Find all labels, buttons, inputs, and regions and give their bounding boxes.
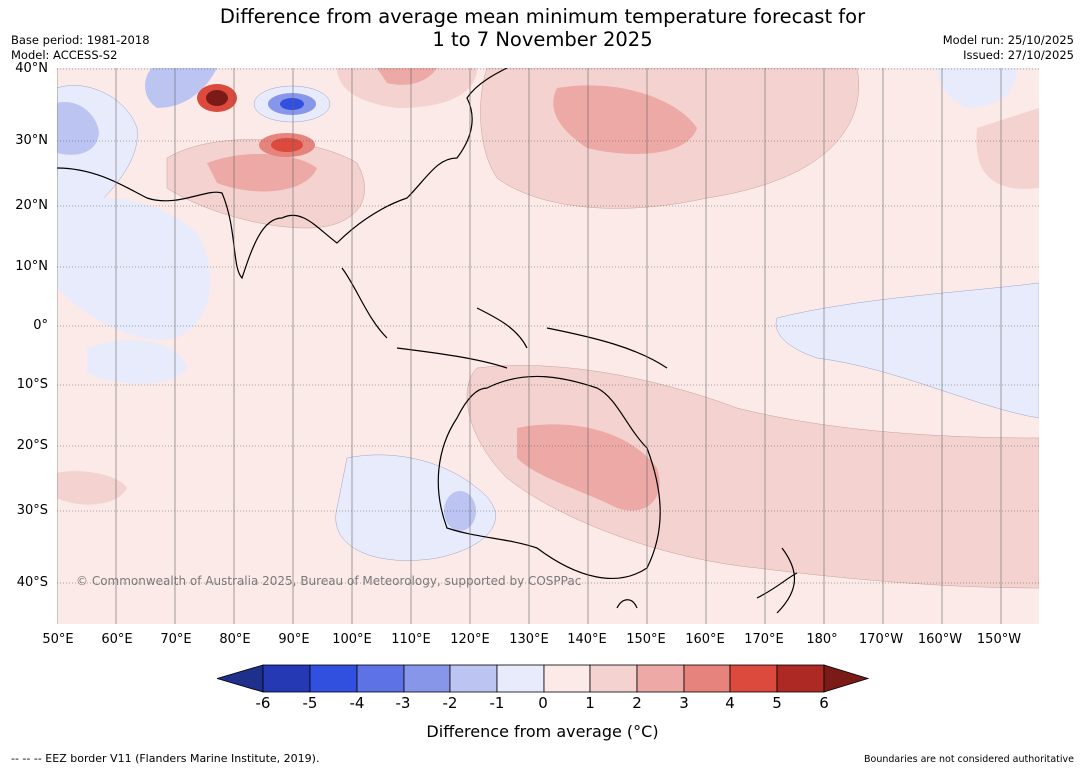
lon-label: 130°E — [509, 632, 549, 647]
colorbar-tick: -4 — [349, 694, 365, 712]
colorbar-tick: 0 — [538, 694, 548, 712]
model-run: Model run: 25/10/2025 — [942, 33, 1074, 47]
colorbar-swatch — [729, 664, 778, 693]
colorbar-tick: 6 — [819, 694, 829, 712]
colorbar-swatch — [589, 664, 638, 693]
colorbar-swatch — [496, 664, 545, 693]
coastline-maritime-sea — [341, 267, 528, 369]
lon-label: 170°W — [858, 632, 904, 647]
lat-label: 20°S — [16, 438, 48, 453]
lon-label: 110°E — [391, 632, 431, 647]
anomaly-fields — [57, 68, 1039, 589]
cool-anomaly-core — [57, 102, 99, 155]
colorbar-tick: 3 — [679, 694, 689, 712]
colorbar-tick: -5 — [302, 694, 318, 712]
coastlines — [57, 68, 798, 614]
colorbar-swatch — [356, 664, 405, 693]
boundaries-disclaimer: Boundaries are not considered authoritat… — [864, 754, 1074, 765]
warm-anomaly-australia-pacific — [466, 365, 1039, 589]
coastline-australia — [437, 375, 661, 579]
colorbar-tick: 5 — [772, 694, 782, 712]
lon-label: 150°W — [976, 632, 1022, 647]
lon-label: 80°E — [219, 632, 251, 647]
warm-anomaly-nw-pacific-mid — [553, 85, 697, 154]
lon-label: 160°W — [917, 632, 963, 647]
colorbar-swatch — [449, 664, 498, 693]
lat-label: 40°S — [16, 575, 48, 590]
lat-label: 10°N — [15, 259, 48, 274]
lat-label: 10°S — [16, 377, 48, 392]
colorbar-tick: -1 — [489, 694, 505, 712]
model-name: Model: ACCESS-S2 — [11, 48, 118, 62]
lat-label: 30°N — [15, 133, 48, 148]
copyright-notice: © Commonwealth of Australia 2025, Bureau… — [76, 574, 582, 588]
lon-label: 170°E — [744, 632, 784, 647]
lon-label: 100°E — [332, 632, 372, 647]
lat-label: 0° — [33, 318, 48, 333]
warm-anomaly-india-mid — [207, 153, 317, 192]
colorbar-tick: 4 — [725, 694, 735, 712]
colorbar-swatch — [543, 664, 591, 693]
coastline-asia — [57, 68, 508, 280]
coastline-new-guinea — [546, 327, 668, 369]
lon-label: 120°E — [450, 632, 490, 647]
lon-label: 140°E — [567, 632, 607, 647]
colorbar-swatch — [309, 664, 358, 693]
warm-anomaly-north-china-core — [377, 68, 437, 85]
cool-anomaly-tibet-core — [280, 98, 304, 110]
base-period: Base period: 1981-2018 — [11, 33, 150, 47]
lon-label: 180° — [806, 632, 838, 647]
cool-anomaly-indian-ocean — [87, 339, 187, 384]
warm-anomaly-kashmir-core — [206, 90, 228, 106]
warm-anomaly-north-china — [337, 68, 477, 108]
meridians — [57, 68, 1002, 624]
colorbar-tick: -3 — [395, 694, 411, 712]
colorbar-tick: -2 — [442, 694, 458, 712]
colorbar-min-arrow — [217, 664, 264, 693]
period-line: 1 to 7 November 2025 — [432, 28, 653, 51]
lat-label: 20°N — [15, 198, 48, 213]
colorbar-tick: -6 — [255, 694, 271, 712]
warm-anomaly-south-indian — [57, 471, 127, 505]
eez-note: -- -- -- EEZ border V11 (Flanders Marine… — [11, 752, 320, 765]
lon-label: 160°E — [685, 632, 725, 647]
colorbar-swatch — [683, 664, 731, 693]
warm-anomaly-himalaya-core — [271, 138, 303, 152]
lon-label: 60°E — [101, 632, 133, 647]
lon-label: 90°E — [278, 632, 310, 647]
meta-right: Model run: 25/10/2025 Issued: 27/10/2025 — [943, 33, 1074, 63]
colorbar-max-arrow — [823, 664, 869, 693]
cool-anomaly-central-pacific — [775, 282, 1039, 419]
forecast-map — [57, 68, 1039, 624]
lon-label: 50°E — [42, 632, 74, 647]
cool-anomaly-north-pacific — [937, 68, 1017, 108]
cool-anomaly-arabian-sea — [57, 197, 211, 340]
colorbar-tick: 2 — [632, 694, 642, 712]
colorbar-tick: 1 — [585, 694, 595, 712]
colorbar — [217, 664, 869, 693]
colorbar-swatch — [403, 664, 451, 693]
meta-left: Base period: 1981-2018 Model: ACCESS-S2 — [11, 33, 150, 63]
cool-anomaly-pakistan — [145, 68, 217, 108]
colorbar-label: Difference from average (°C) — [426, 722, 659, 741]
map-title: Difference from average mean minimum tem… — [0, 5, 1085, 51]
coastline-new-zealand — [756, 547, 798, 614]
coastline-tasmania — [616, 599, 638, 609]
lon-label: 70°E — [160, 632, 192, 647]
warm-anomaly-ne-pacific — [976, 108, 1039, 189]
lat-label: 30°S — [16, 503, 48, 518]
colorbar-swatch — [262, 664, 311, 693]
issued-date: Issued: 27/10/2025 — [963, 48, 1074, 62]
lat-label: 40°N — [15, 61, 48, 76]
colorbar-swatch — [776, 664, 825, 693]
lon-label: 150°E — [626, 632, 666, 647]
colorbar-swatch — [636, 664, 685, 693]
title-line: Difference from average mean minimum tem… — [219, 5, 866, 28]
